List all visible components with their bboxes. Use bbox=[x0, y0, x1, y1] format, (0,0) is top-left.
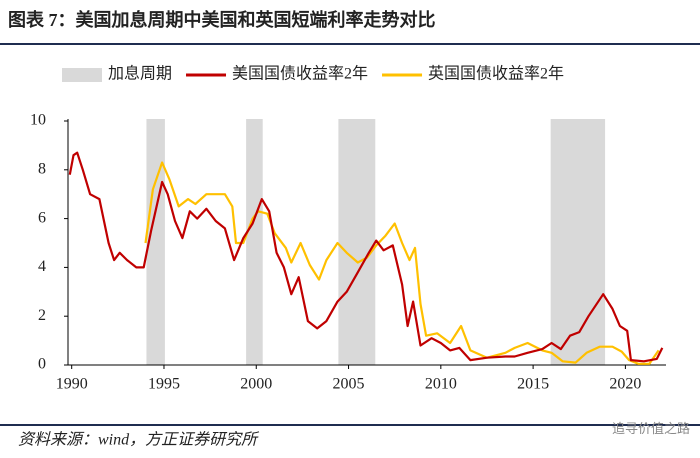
y-tick-label: 6 bbox=[38, 209, 46, 226]
y-tick-label: 10 bbox=[30, 112, 46, 129]
y-tick-label: 0 bbox=[38, 356, 46, 373]
y-tick-label: 8 bbox=[38, 160, 46, 177]
legend-swatch bbox=[62, 68, 102, 82]
legend-label: 英国国债收益率2年 bbox=[428, 65, 564, 83]
x-tick-label: 2000 bbox=[240, 376, 272, 393]
y-tick-label: 4 bbox=[38, 258, 46, 275]
hike-period bbox=[338, 119, 376, 365]
series-line bbox=[68, 151, 664, 363]
source-note: 资料来源：wind，方正证券研究所 bbox=[18, 431, 260, 449]
legend-label: 美国国债收益率2年 bbox=[232, 65, 368, 83]
hike-period bbox=[246, 119, 263, 365]
x-tick-label: 2015 bbox=[517, 376, 549, 393]
chart-title: 图表 7：美国加息周期中美国和英国短端利率走势对比 bbox=[8, 9, 436, 30]
series-line bbox=[144, 161, 660, 365]
x-tick-label: 1995 bbox=[148, 376, 180, 393]
x-tick-label: 2005 bbox=[333, 376, 365, 393]
watermark: 追寻价值之路 bbox=[612, 421, 690, 436]
x-tick-label: 1990 bbox=[56, 376, 88, 393]
hike-period bbox=[146, 119, 165, 365]
y-tick-label: 2 bbox=[38, 307, 46, 324]
legend-label: 加息周期 bbox=[108, 65, 172, 83]
x-tick-label: 2020 bbox=[609, 376, 641, 393]
hike-period bbox=[550, 119, 606, 365]
x-tick-label: 2010 bbox=[425, 376, 457, 393]
